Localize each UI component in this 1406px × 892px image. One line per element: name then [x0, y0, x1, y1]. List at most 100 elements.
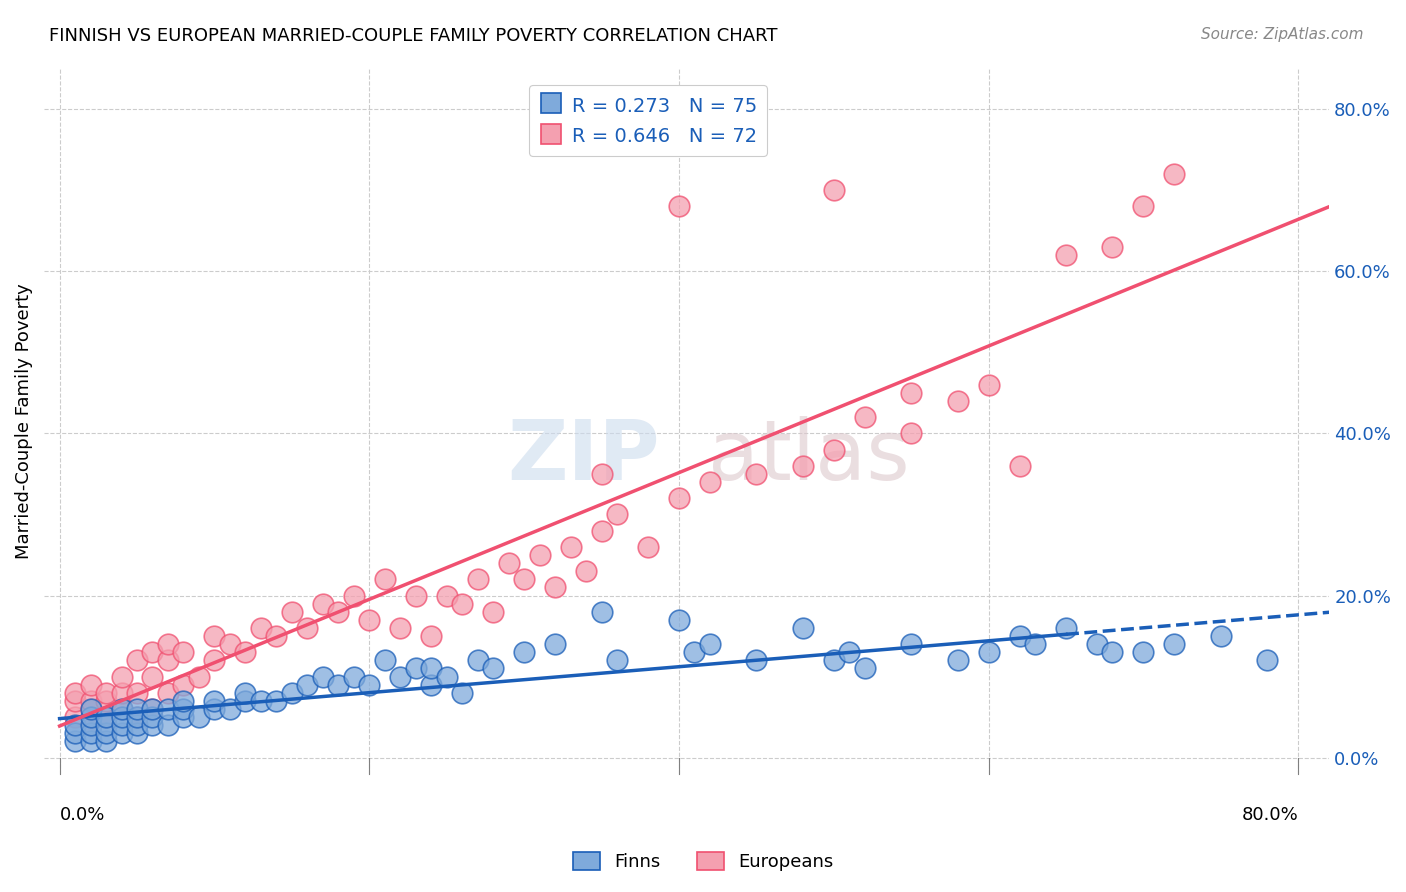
Point — [94, 718, 117, 732]
Point — [900, 637, 922, 651]
Point — [823, 183, 845, 197]
Point — [266, 694, 288, 708]
Point — [141, 702, 163, 716]
Point — [1008, 458, 1031, 473]
Point — [79, 718, 101, 732]
Point — [405, 661, 427, 675]
Point — [683, 645, 706, 659]
Point — [482, 661, 505, 675]
Point — [1024, 637, 1046, 651]
Point — [187, 710, 209, 724]
Point — [141, 702, 163, 716]
Point — [591, 524, 613, 538]
Point — [328, 605, 350, 619]
Point — [94, 694, 117, 708]
Point — [63, 710, 86, 724]
Point — [141, 670, 163, 684]
Point — [141, 718, 163, 732]
Point — [1008, 629, 1031, 643]
Point — [529, 548, 551, 562]
Point — [467, 572, 489, 586]
Point — [125, 718, 148, 732]
Point — [204, 629, 226, 643]
Point — [328, 678, 350, 692]
Point — [343, 589, 366, 603]
Point — [513, 572, 536, 586]
Point — [823, 653, 845, 667]
Point — [838, 645, 860, 659]
Point — [1163, 637, 1185, 651]
Point — [359, 678, 381, 692]
Point — [436, 589, 458, 603]
Point — [405, 589, 427, 603]
Point — [63, 686, 86, 700]
Point — [125, 726, 148, 740]
Point — [204, 653, 226, 667]
Point — [219, 637, 242, 651]
Point — [125, 686, 148, 700]
Point — [977, 377, 1000, 392]
Point — [389, 621, 412, 635]
Point — [946, 653, 969, 667]
Point — [606, 508, 628, 522]
Point — [544, 581, 567, 595]
Point — [172, 694, 194, 708]
Point — [606, 653, 628, 667]
Point — [436, 670, 458, 684]
Point — [297, 678, 319, 692]
Point — [94, 710, 117, 724]
Text: FINNISH VS EUROPEAN MARRIED-COUPLE FAMILY POVERTY CORRELATION CHART: FINNISH VS EUROPEAN MARRIED-COUPLE FAMIL… — [49, 27, 778, 45]
Point — [575, 564, 598, 578]
Point — [699, 475, 721, 489]
Point — [94, 726, 117, 740]
Point — [141, 645, 163, 659]
Point — [79, 694, 101, 708]
Point — [900, 426, 922, 441]
Point — [668, 491, 690, 506]
Point — [1132, 645, 1154, 659]
Point — [156, 718, 179, 732]
Point — [235, 694, 257, 708]
Text: 0.0%: 0.0% — [59, 806, 105, 824]
Point — [79, 734, 101, 748]
Point — [312, 670, 335, 684]
Point — [420, 661, 443, 675]
Point — [94, 686, 117, 700]
Point — [297, 621, 319, 635]
Point — [668, 613, 690, 627]
Point — [1209, 629, 1232, 643]
Point — [63, 726, 86, 740]
Point — [946, 393, 969, 408]
Point — [420, 678, 443, 692]
Point — [359, 613, 381, 627]
Point — [125, 653, 148, 667]
Point — [1163, 167, 1185, 181]
Point — [156, 702, 179, 716]
Point — [792, 458, 814, 473]
Point — [141, 710, 163, 724]
Text: atlas: atlas — [707, 416, 910, 497]
Point — [853, 410, 876, 425]
Point — [110, 702, 132, 716]
Point — [110, 726, 132, 740]
Point — [451, 686, 474, 700]
Legend: R = 0.273   N = 75, R = 0.646   N = 72: R = 0.273 N = 75, R = 0.646 N = 72 — [529, 86, 768, 155]
Point — [266, 629, 288, 643]
Point — [1101, 240, 1123, 254]
Y-axis label: Married-Couple Family Poverty: Married-Couple Family Poverty — [15, 284, 32, 559]
Point — [1054, 248, 1077, 262]
Point — [637, 540, 659, 554]
Point — [498, 556, 520, 570]
Point — [1256, 653, 1278, 667]
Point — [343, 670, 366, 684]
Point — [110, 718, 132, 732]
Point — [482, 605, 505, 619]
Point — [699, 637, 721, 651]
Point — [156, 653, 179, 667]
Point — [156, 686, 179, 700]
Point — [79, 710, 101, 724]
Point — [110, 670, 132, 684]
Point — [900, 385, 922, 400]
Point — [110, 686, 132, 700]
Point — [792, 621, 814, 635]
